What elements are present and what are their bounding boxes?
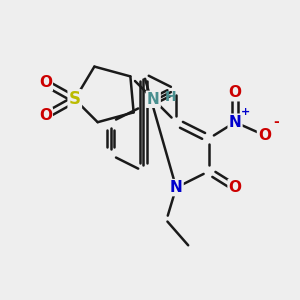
- Text: H: H: [165, 90, 176, 104]
- Text: O: O: [39, 75, 52, 90]
- Text: O: O: [258, 128, 271, 143]
- Text: N: N: [170, 180, 182, 195]
- Text: -: -: [274, 116, 279, 129]
- Text: N: N: [147, 92, 160, 107]
- Text: N: N: [229, 115, 242, 130]
- Text: S: S: [69, 90, 81, 108]
- Text: O: O: [229, 180, 242, 195]
- Text: +: +: [241, 107, 250, 117]
- Text: O: O: [39, 108, 52, 123]
- Text: O: O: [229, 85, 242, 100]
